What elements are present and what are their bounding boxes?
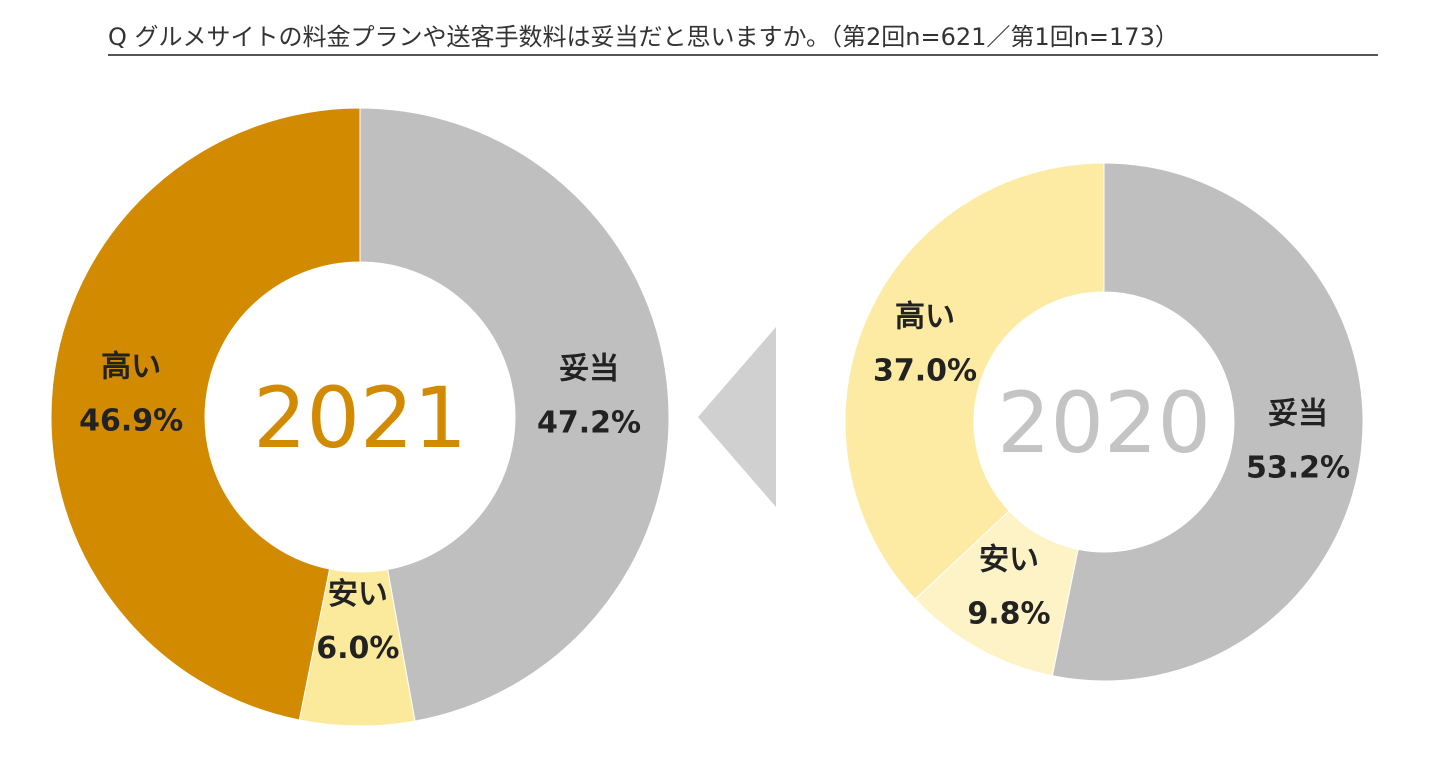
slice-category-label: 安い	[979, 542, 1039, 577]
slice-2020-2	[844, 162, 1105, 601]
slice-category-label: 妥当	[559, 351, 619, 386]
center-year-label: 2020	[997, 374, 1211, 472]
slice-value-label: 47.2%	[537, 405, 641, 440]
center-year-label: 2021	[253, 369, 467, 467]
arrow-left-icon	[698, 327, 776, 507]
slice-category-label: 妥当	[1268, 397, 1328, 432]
donut-2020: 妥当 53.2% 安い 9.8% 高い 37.0% 2020	[844, 162, 1364, 682]
slice-2021-2	[50, 107, 361, 721]
slice-value-label: 46.9%	[79, 403, 183, 438]
slice-value-label: 9.8%	[967, 596, 1050, 631]
slice-value-label: 6.0%	[316, 631, 399, 666]
slice-2020-0	[1051, 162, 1364, 682]
slice-value-label: 53.2%	[1246, 451, 1350, 486]
slice-category-label: 高い	[895, 300, 955, 335]
slice-2021-0	[359, 107, 670, 722]
slice-category-label: 安い	[328, 577, 388, 612]
chart-title: Q グルメサイトの料金プランや送客手数料は妥当だと思いますか。（第2回n=621…	[108, 20, 1378, 56]
donut-2021: 妥当 47.2% 安い 6.0% 高い 46.9% 2021	[50, 107, 670, 727]
slice-value-label: 37.0%	[873, 354, 977, 389]
slice-category-label: 高い	[101, 349, 161, 384]
